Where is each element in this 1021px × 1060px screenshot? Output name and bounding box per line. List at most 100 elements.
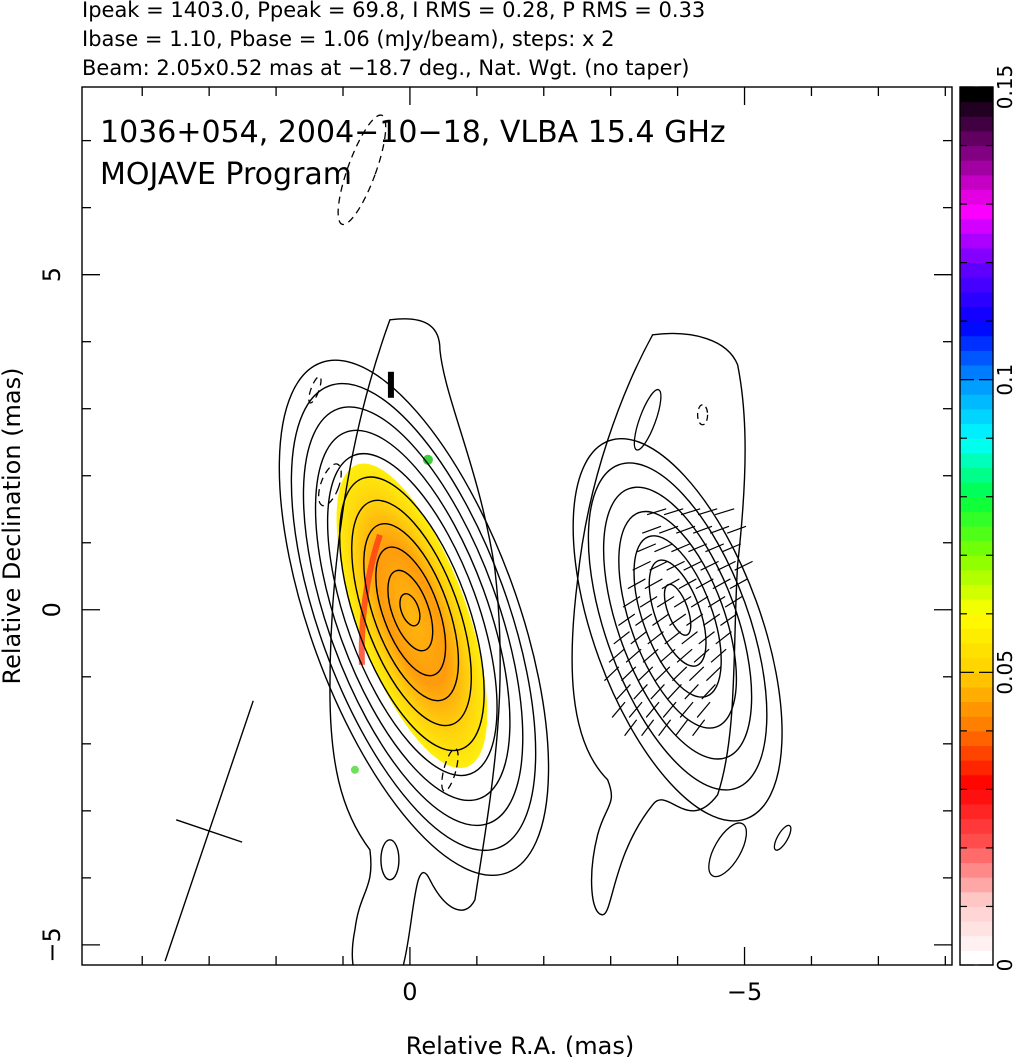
evpa-tick <box>706 666 722 682</box>
evpa-tick <box>672 666 688 682</box>
evpa-tick <box>710 525 730 534</box>
colorbar-band <box>960 511 993 527</box>
colorbar-band <box>960 906 993 922</box>
colorbar-band <box>960 657 993 673</box>
stokes-i-contour <box>380 839 400 881</box>
colorbar-band <box>960 233 993 249</box>
stokes-i-contour <box>290 382 537 852</box>
negative-contour <box>696 404 709 426</box>
colorbar-band <box>960 306 993 322</box>
colorbar-band <box>960 862 993 878</box>
colorbar-band <box>960 921 993 937</box>
colorbar-band <box>960 350 993 366</box>
evpa-tick <box>695 578 714 590</box>
evpa-tick <box>684 684 699 700</box>
colorbar-band <box>960 891 993 907</box>
fractional-pol-patch <box>336 463 488 769</box>
negative-contour <box>441 747 459 792</box>
evpa-tick <box>656 595 675 608</box>
colorbar-band <box>960 189 993 205</box>
colorbar-band <box>960 613 993 629</box>
evpa-tick <box>700 560 719 571</box>
polarized-intensity-contour <box>633 388 662 451</box>
evpa-tick <box>630 631 647 645</box>
colorbar-band <box>960 87 993 103</box>
evpa-tick <box>649 560 668 571</box>
colorbar-band <box>960 789 993 805</box>
evpa-tick <box>628 701 643 718</box>
evpa-tick <box>616 684 631 700</box>
evpa-tick <box>679 701 694 718</box>
evpa-tick <box>604 666 620 682</box>
colorbar-ticks: 0 0.05 0.1 0.15 <box>960 65 1017 972</box>
evpa-tick <box>647 631 664 645</box>
evpa-tick <box>676 648 693 663</box>
header-line-2: Ibase = 1.10, Pbase = 1.06 (mJy/beam), s… <box>82 27 614 51</box>
evpa-tick <box>659 648 676 663</box>
stokes-i-contour <box>399 593 421 627</box>
evpa-tick <box>697 508 718 516</box>
colorbar-band <box>960 599 993 615</box>
evpa-tick <box>712 578 731 590</box>
evpa-tick <box>658 719 672 737</box>
stokes-i-contour <box>375 546 447 677</box>
axis-ticks <box>82 87 952 965</box>
evpa-tick <box>690 595 709 608</box>
x-axis-label: Relative R.A. (mas) <box>406 1032 634 1060</box>
evpa-tick <box>701 684 716 700</box>
colorbar-band <box>960 496 993 512</box>
evpa-tick <box>703 613 721 627</box>
colorbar-band <box>960 291 993 307</box>
y-axis-label: Relative Declination (mas) <box>0 367 26 684</box>
evpa-tick <box>678 578 697 590</box>
evpa-tick <box>727 525 747 534</box>
fractional-pol-green-pixel <box>350 765 359 774</box>
colorbar-band <box>960 408 993 425</box>
evpa-tick <box>688 543 708 553</box>
polarized-intensity-base-contour <box>571 332 746 916</box>
colorbar-bands <box>960 87 993 966</box>
colorbar-band <box>960 540 993 556</box>
colorbar-band <box>960 277 993 293</box>
evpa-tick <box>714 508 735 516</box>
colorbar-band <box>960 379 993 395</box>
colorbar-band <box>960 877 993 893</box>
colorbar-band <box>960 204 993 220</box>
evpa-tick <box>693 648 710 663</box>
evpa-tick <box>710 648 727 663</box>
evpa-tick <box>662 701 677 718</box>
colorbar-band <box>960 745 993 761</box>
evpa-tick <box>655 666 671 682</box>
polarized-intensity-contour <box>587 462 768 791</box>
negative-contour <box>337 114 387 226</box>
negative-contour <box>308 375 322 404</box>
beam-minor-axis <box>175 819 243 843</box>
colorbar-tick-label: 0 <box>993 959 1017 972</box>
fractional-pol-red-edge <box>358 533 383 665</box>
evpa-tick <box>720 613 738 627</box>
colorbar-band <box>960 467 993 483</box>
evpa-tick <box>632 560 651 571</box>
colorbar-tick-label: 0.05 <box>993 650 1017 695</box>
colorbar: 0 0.05 0.1 0.15 <box>959 65 1017 972</box>
evpa-tick <box>641 719 655 737</box>
evpa-tick <box>676 525 696 534</box>
colorbar-band <box>960 145 993 161</box>
evpa-tick <box>680 508 701 516</box>
colorbar-band <box>960 833 993 849</box>
colorbar-band <box>960 262 993 278</box>
evpa-tick <box>639 595 658 608</box>
evpa-tick <box>675 719 689 737</box>
colorbar-band <box>960 628 993 644</box>
evpa-tick <box>637 543 657 553</box>
evpa-tick <box>638 666 654 682</box>
colorbar-band <box>960 526 993 542</box>
stokes-i-contour <box>302 406 524 827</box>
evpa-tick <box>650 684 665 700</box>
y-tick-label: 5 <box>38 267 66 282</box>
plot-area: 1036+054, 2004−10−18, VLBA 15.4 GHz MOJA… <box>0 86 953 1060</box>
colorbar-band <box>960 130 993 147</box>
evpa-tick <box>618 613 636 627</box>
polarized-intensity-contour <box>648 559 707 667</box>
evpa-tick <box>686 613 704 627</box>
